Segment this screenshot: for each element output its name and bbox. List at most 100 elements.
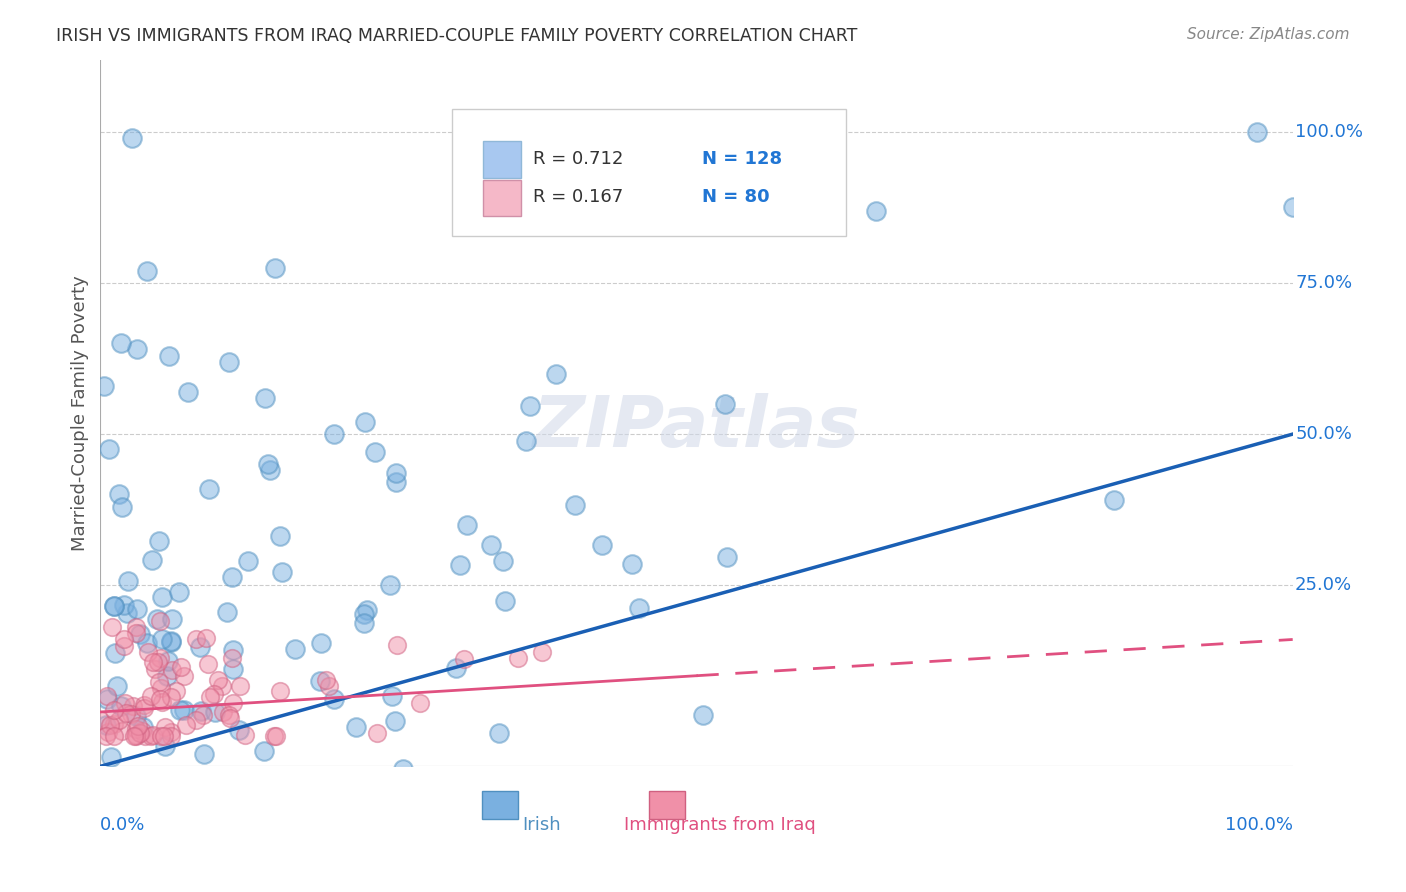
Text: IRISH VS IMMIGRANTS FROM IRAQ MARRIED-COUPLE FAMILY POVERTY CORRELATION CHART: IRISH VS IMMIGRANTS FROM IRAQ MARRIED-CO… xyxy=(56,27,858,45)
Point xyxy=(188,640,211,654)
Point xyxy=(169,703,191,717)
Point xyxy=(202,687,225,701)
Point xyxy=(153,720,176,734)
Point xyxy=(309,635,332,649)
Point xyxy=(515,434,537,449)
Point xyxy=(150,632,173,646)
Point xyxy=(89,713,111,727)
Text: Immigrants from Iraq: Immigrants from Iraq xyxy=(624,816,817,834)
Point xyxy=(141,689,163,703)
Point xyxy=(111,723,134,738)
Point xyxy=(149,650,172,665)
Point xyxy=(96,692,118,706)
Point xyxy=(184,789,207,804)
Point xyxy=(253,391,276,405)
Text: 25.0%: 25.0% xyxy=(1295,576,1353,594)
Point xyxy=(449,558,471,573)
Point xyxy=(198,482,221,496)
Point xyxy=(157,349,180,363)
Point xyxy=(103,717,125,731)
Text: Irish: Irish xyxy=(522,816,561,834)
Point xyxy=(342,789,364,804)
Bar xyxy=(482,791,517,820)
Point xyxy=(98,718,121,732)
Point xyxy=(125,342,148,356)
Point xyxy=(211,789,233,804)
Point xyxy=(127,602,149,616)
Text: Source: ZipAtlas.com: Source: ZipAtlas.com xyxy=(1187,27,1350,42)
Point xyxy=(231,789,253,804)
Point xyxy=(150,789,173,804)
Point xyxy=(160,690,183,705)
Point xyxy=(409,696,432,710)
Point xyxy=(155,739,177,753)
Point xyxy=(236,553,259,567)
Point xyxy=(315,673,337,688)
Point xyxy=(160,663,183,677)
Point xyxy=(228,723,250,738)
Point xyxy=(217,605,239,619)
Point xyxy=(546,367,568,381)
Point xyxy=(627,601,650,615)
Point xyxy=(177,384,200,399)
Point xyxy=(174,718,197,732)
Point xyxy=(110,336,132,351)
Point xyxy=(169,585,191,599)
Point xyxy=(101,620,124,634)
FancyBboxPatch shape xyxy=(453,109,845,236)
Point xyxy=(380,689,402,703)
Point xyxy=(385,638,408,652)
Point xyxy=(103,704,125,718)
Point xyxy=(103,729,125,743)
Point xyxy=(117,574,139,588)
Point xyxy=(125,728,148,742)
Point xyxy=(229,679,252,693)
Point xyxy=(221,663,243,677)
Point xyxy=(148,675,170,690)
Point xyxy=(135,636,157,650)
Point xyxy=(284,641,307,656)
Point xyxy=(135,264,157,278)
Point xyxy=(103,599,125,613)
Point xyxy=(160,612,183,626)
Point xyxy=(100,750,122,764)
Point xyxy=(93,378,115,392)
Point xyxy=(256,458,278,472)
Point xyxy=(252,783,274,797)
Point xyxy=(129,726,152,740)
Point xyxy=(269,529,291,543)
Point xyxy=(1102,493,1125,508)
Point xyxy=(114,696,136,710)
Point xyxy=(308,674,330,689)
Point xyxy=(115,706,138,721)
Point xyxy=(222,696,245,710)
Point xyxy=(211,789,233,804)
Point xyxy=(409,789,432,804)
Text: N = 80: N = 80 xyxy=(703,188,770,206)
Point xyxy=(120,789,142,804)
Point xyxy=(173,703,195,717)
Point xyxy=(101,789,124,804)
Point xyxy=(184,632,207,647)
Point xyxy=(127,719,149,733)
Point xyxy=(312,789,335,804)
Point xyxy=(108,713,131,727)
Point xyxy=(121,698,143,713)
Point xyxy=(621,557,644,571)
Point xyxy=(865,203,887,218)
Point xyxy=(150,695,173,709)
Point xyxy=(186,713,208,727)
Point xyxy=(233,728,256,742)
Point xyxy=(110,699,132,714)
Point xyxy=(380,578,402,592)
Point xyxy=(149,681,172,695)
Point xyxy=(353,607,375,621)
Point xyxy=(129,789,152,804)
Point xyxy=(105,679,128,693)
Point xyxy=(530,644,553,658)
Point xyxy=(353,616,375,631)
Point xyxy=(191,708,214,723)
Point xyxy=(197,657,219,671)
Point xyxy=(270,565,292,579)
Point xyxy=(149,615,172,629)
